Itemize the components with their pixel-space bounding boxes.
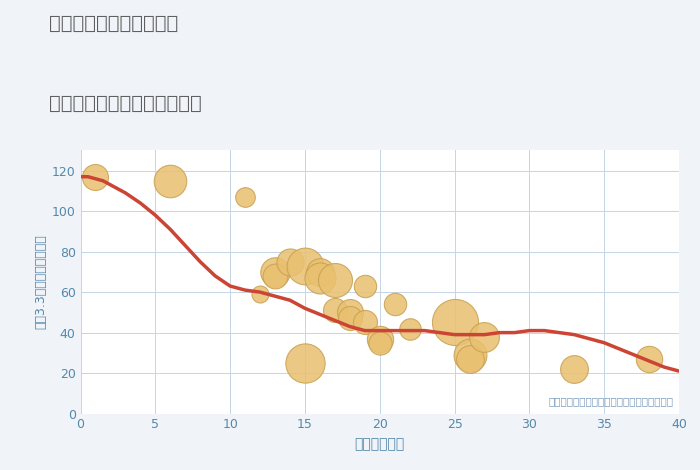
Point <box>239 193 251 201</box>
Point <box>270 268 281 275</box>
Point <box>568 365 580 373</box>
Point <box>255 290 266 298</box>
Point <box>464 355 475 363</box>
Point <box>300 262 311 270</box>
Point <box>643 355 655 363</box>
Point <box>479 333 490 340</box>
Point <box>314 268 326 275</box>
Text: 兵庫県姫路市飾東町庄の: 兵庫県姫路市飾東町庄の <box>49 14 178 33</box>
Point <box>164 177 176 185</box>
Text: 築年数別中古マンション価格: 築年数別中古マンション価格 <box>49 94 202 113</box>
Point <box>329 306 340 314</box>
Point <box>389 300 400 308</box>
Point <box>90 173 101 180</box>
Point <box>449 319 460 326</box>
Point <box>359 282 370 290</box>
Point <box>300 359 311 367</box>
Point <box>374 335 385 343</box>
Point <box>270 272 281 280</box>
Point <box>329 276 340 284</box>
Point <box>344 309 356 316</box>
Point <box>374 339 385 346</box>
X-axis label: 築年数（年）: 築年数（年） <box>355 437 405 451</box>
Point <box>359 319 370 326</box>
Y-axis label: 坪（3.3㎡）単価（万円）: 坪（3.3㎡）単価（万円） <box>34 235 48 329</box>
Point <box>344 315 356 322</box>
Text: 円の大きさは、取引のあった物件面積を示す: 円の大きさは、取引のあった物件面積を示す <box>548 396 673 406</box>
Point <box>464 351 475 359</box>
Point <box>314 274 326 282</box>
Point <box>284 258 295 266</box>
Point <box>404 325 415 332</box>
